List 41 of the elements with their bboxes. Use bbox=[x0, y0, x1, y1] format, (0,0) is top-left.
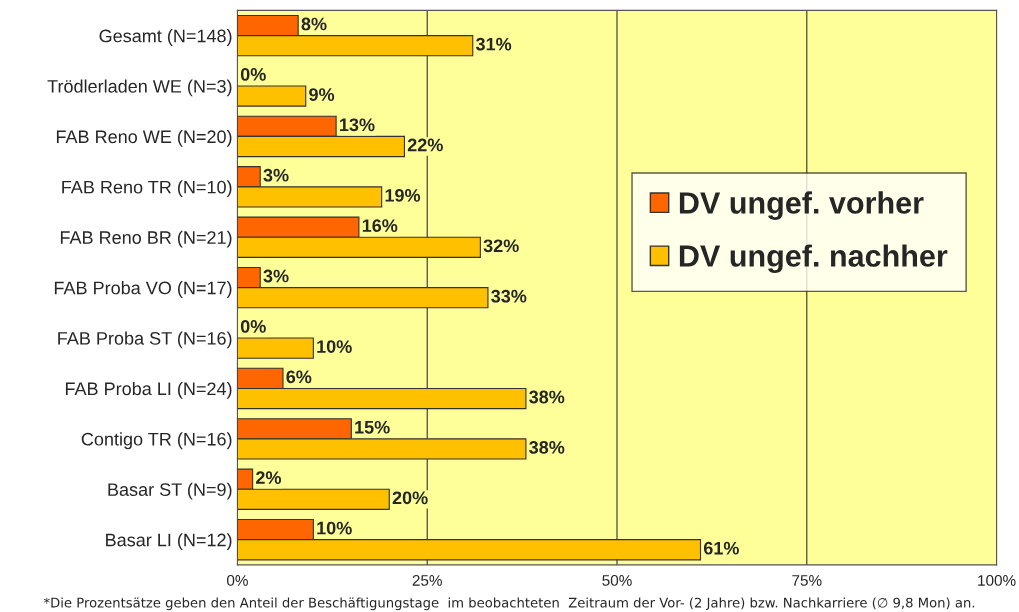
data-label: 19% bbox=[385, 188, 421, 202]
data-label: 0% bbox=[240, 320, 266, 333]
y-tick-label: Basar ST (N=9) bbox=[108, 482, 232, 500]
data-label: 16% bbox=[362, 219, 398, 232]
data-label: 10% bbox=[317, 521, 352, 535]
legend-label: DV ungef. nachher bbox=[679, 244, 948, 274]
y-tick-label: Basar LI (N=12) bbox=[106, 533, 232, 550]
data-label: 8% bbox=[301, 17, 327, 31]
data-label: 0% bbox=[240, 67, 266, 81]
data-label: 10% bbox=[317, 340, 352, 353]
y-tick-label: FAB Proba VO (N=17) bbox=[54, 281, 232, 298]
x-tick-label: 75% bbox=[792, 575, 822, 586]
data-label: 38% bbox=[529, 390, 565, 404]
y-tick-label: FAB Proba LI (N=24) bbox=[65, 381, 232, 399]
data-label: 9% bbox=[309, 88, 335, 101]
data-label: 31% bbox=[475, 37, 512, 51]
data-label: 20% bbox=[392, 491, 428, 505]
data-label: 38% bbox=[529, 441, 565, 454]
x-tick-label: 50% bbox=[602, 575, 632, 586]
y-tick-label: FAB Proba ST (N=16) bbox=[58, 331, 232, 349]
data-label: 15% bbox=[355, 420, 390, 434]
y-tick-label: FAB Reno BR (N=21) bbox=[60, 230, 232, 248]
data-label: 3% bbox=[263, 168, 289, 182]
data-label: 32% bbox=[483, 239, 519, 253]
x-tick-label: 100% bbox=[978, 575, 1016, 586]
x-tick-label: 25% bbox=[412, 575, 442, 586]
data-label: 61% bbox=[703, 541, 739, 555]
data-label: 22% bbox=[407, 138, 443, 152]
data-label: 2% bbox=[256, 471, 282, 484]
data-label: 6% bbox=[286, 370, 312, 384]
y-tick-label: Gesamt (N=148) bbox=[99, 29, 232, 46]
data-label: 33% bbox=[491, 289, 527, 303]
x-tick-label: 0% bbox=[226, 575, 248, 586]
y-tick-label: FAB Reno WE (N=20) bbox=[56, 129, 232, 147]
y-tick-label: Trödlerladen WE (N=3) bbox=[47, 79, 232, 97]
text: *Die Prozentsätze geben den Anteil der Beschäftigungstage im beobachteten Zeitraum der Vor- (2 Jahre) bzw. Nachkarriere (∅ 9,8 Mon) an. bbox=[43, 597, 975, 611]
y-tick-label: FAB Reno TR (N=10) bbox=[62, 180, 232, 198]
data-label: 13% bbox=[340, 118, 375, 132]
y-tick-label: Contigo TR (N=16) bbox=[81, 432, 232, 450]
data-label: 3% bbox=[263, 269, 289, 283]
legend-label: DV ungef. vorher bbox=[679, 191, 924, 220]
